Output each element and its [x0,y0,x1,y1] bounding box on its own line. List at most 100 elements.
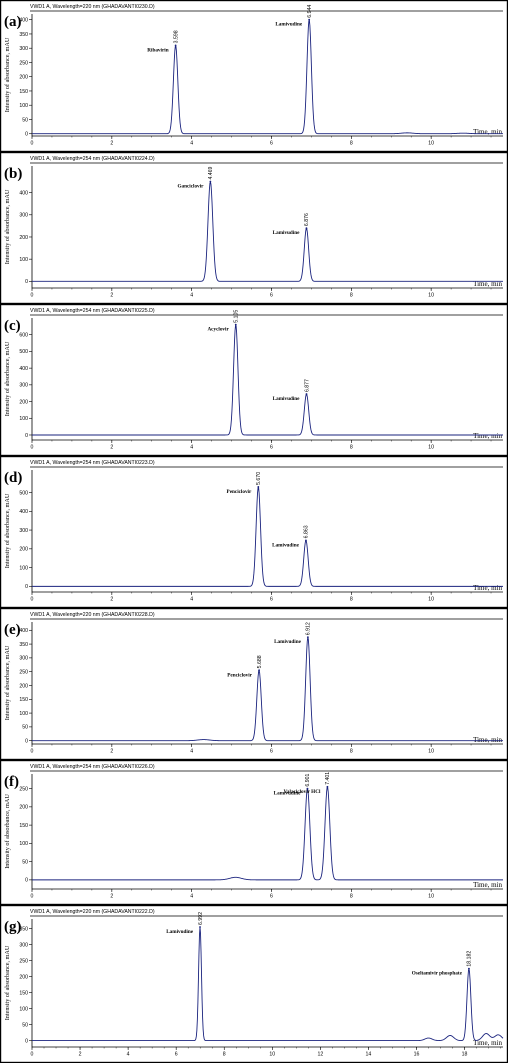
x-tick-label: 10 [428,445,434,451]
peak-name-label: Lamivudine [274,791,302,797]
panel-f: VWD1 A, Wavelength=254 nm (GHADAVANTI022… [0,759,508,906]
y-tick-label: 400 [19,190,28,196]
x-axis-label: Time, min [473,1039,502,1047]
x-axis-label: Time, min [473,280,502,288]
y-tick-label: 100 [19,711,28,717]
y-axis-label: Intensity of absorbance, mAU [4,189,11,264]
panel-a: VWD1 A, Wavelength=220 nm (GHADAVANTI023… [0,0,508,153]
y-tick-label: 50 [22,1022,28,1028]
panel-label: (f) [4,774,19,790]
x-tick-label: 4 [190,597,193,603]
peak-apex [308,18,311,21]
x-tick-label: 0 [31,445,34,451]
chromatogram-trace [32,926,504,1042]
x-tick-label: 10 [428,141,434,147]
y-tick-label: 0 [25,584,28,590]
x-tick-label: 2 [110,445,113,451]
panel-label: (e) [4,622,21,638]
peak-name-label: Lamivudine [274,639,302,645]
x-tick-label: 10 [428,597,434,603]
y-tick-label: 250 [19,786,28,792]
x-axis-label: Time, min [473,128,502,136]
y-tick-label: 200 [19,235,28,241]
panel-g: VWD1 A, Wavelength=220 nm (GHADAVANTI022… [0,904,508,1063]
x-tick-label: 6 [270,597,273,603]
panel-header: VWD1 A, Wavelength=254 nm (GHADAVANTI022… [30,460,155,466]
panel-border [0,455,508,609]
y-tick-label: 150 [19,823,28,829]
chromatogram-trace [32,637,503,742]
peak-name-label: Oseltamivir phosphate [412,971,463,977]
x-tick-label: 8 [350,293,353,299]
x-tick-label: 8 [350,597,353,603]
y-tick-label: 300 [19,46,28,52]
x-tick-label: 10 [269,1052,275,1058]
panel-label: (d) [4,470,22,486]
peak-apex [306,636,309,639]
x-axis-label: Time, min [473,736,502,744]
x-tick-label: 4 [190,141,193,147]
panel-label: (a) [4,14,22,30]
peak-rt-label: 18.182 [467,951,473,967]
peak-name-label: Penciclovir [227,489,252,495]
x-tick-label: 2 [110,894,113,900]
x-tick-label: 0 [31,141,34,147]
y-tick-label: 0 [25,878,28,884]
peak-rt-label: 6.912 [306,622,312,635]
peak-name-label: Lamivudine [273,396,301,402]
y-tick-label: 50 [22,117,28,123]
peak-rt-label: 7.401 [325,772,331,785]
y-tick-label: 0 [25,279,28,285]
x-tick-label: 4 [190,749,193,755]
y-tick-label: 200 [19,683,28,689]
y-tick-label: 100 [19,103,28,109]
peak-name-label: Acyclovir [207,327,229,333]
y-tick-label: 600 [19,333,28,339]
x-tick-label: 4 [190,894,193,900]
x-tick-label: 6 [175,1052,178,1058]
y-tick-label: 100 [19,257,28,263]
x-tick-label: 12 [317,1052,323,1058]
x-tick-label: 8 [223,1052,226,1058]
panel-d: VWD1 A, Wavelength=254 nm (GHADAVANTI022… [0,455,508,609]
x-tick-label: 6 [270,293,273,299]
x-tick-label: 0 [31,597,34,603]
x-tick-label: 8 [350,445,353,451]
peak-rt-label: 6.901 [305,774,311,787]
peak-rt-label: 6.944 [307,5,313,18]
x-tick-label: 16 [414,1052,420,1058]
y-axis-label: Intensity of absorbance, mAU [4,493,11,568]
panel-border [0,759,508,906]
chromatogram-trace [32,181,503,282]
y-tick-label: 0 [25,1038,28,1044]
peak-rt-label: 6.877 [304,379,310,392]
peak-apex [305,539,307,542]
peak-apex [305,227,308,230]
y-tick-label: 250 [19,60,28,66]
y-tick-label: 150 [19,990,28,996]
y-tick-label: 300 [19,383,28,389]
x-tick-label: 2 [110,293,113,299]
x-tick-label: 14 [366,1052,372,1058]
y-tick-label: 100 [19,416,28,422]
peak-name-label: Lamivudine [166,929,194,935]
y-tick-label: 150 [19,89,28,95]
x-tick-label: 4 [190,445,193,451]
y-axis-label: Intensity of absorbance, mAU [4,37,11,112]
y-tick-label: 350 [19,926,28,932]
panel-b: VWD1 A, Wavelength=254 nm (GHADAVANTI022… [0,151,508,305]
peak-name-label: Lamivudine [272,542,300,548]
x-axis-label: Time, min [473,432,502,440]
y-tick-label: 300 [19,656,28,662]
panel-c: VWD1 A, Wavelength=254 nm (GHADAVANTI022… [0,303,508,457]
y-tick-label: 50 [22,859,28,865]
panel-header: VWD1 A, Wavelength=254 nm (GHADAVANTI022… [30,764,155,770]
peak-rt-label: 5.670 [256,472,262,485]
x-tick-label: 6 [270,749,273,755]
peak-apex [209,180,212,183]
peak-name-label: Penciclovir [227,672,252,678]
x-axis-label: Time, min [473,584,502,592]
y-tick-label: 200 [19,399,28,405]
y-tick-label: 100 [19,1006,28,1012]
